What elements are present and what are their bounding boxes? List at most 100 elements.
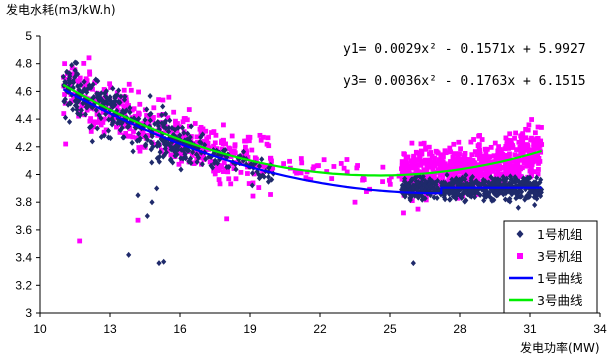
scatter-point	[506, 180, 513, 187]
scatter-point	[424, 174, 429, 180]
scatter-point	[149, 159, 155, 166]
scatter-point	[252, 155, 258, 161]
scatter-point	[189, 153, 195, 158]
scatter-point	[172, 152, 178, 159]
scatter-point	[508, 144, 514, 150]
scatter-point	[409, 164, 415, 169]
scatter-point	[62, 61, 68, 67]
scatter-point	[488, 177, 494, 183]
scatter-point	[299, 160, 305, 166]
scatter-point	[69, 98, 74, 104]
scatter-point	[503, 166, 509, 172]
scatter-point	[426, 161, 432, 167]
scatter-point	[179, 124, 186, 131]
scatter-point	[62, 78, 68, 85]
scatter-point	[179, 158, 184, 164]
scatter-point	[505, 153, 511, 158]
scatter-point	[437, 164, 443, 170]
scatter-point	[231, 148, 237, 154]
scatter-point	[269, 168, 274, 174]
scatter-point	[402, 175, 408, 182]
scatter-point	[401, 210, 406, 216]
scatter-point	[161, 152, 167, 159]
scatter-point	[405, 174, 411, 180]
scatter-point	[415, 157, 421, 163]
scatter-point	[496, 163, 502, 169]
scatter-point	[526, 122, 532, 128]
scatter-point	[419, 158, 425, 164]
scatter-point	[448, 159, 453, 164]
scatter-point	[498, 148, 504, 154]
scatter-point	[159, 120, 165, 127]
scatter-point	[171, 109, 177, 115]
scatter-point	[298, 156, 304, 161]
scatter-point	[134, 135, 140, 141]
scatter-point	[88, 116, 94, 121]
scatter-point	[430, 166, 436, 172]
scatter-point	[160, 137, 166, 144]
scatter-point	[82, 111, 88, 118]
scatter-point	[67, 70, 73, 77]
scatter-point	[457, 163, 463, 168]
scatter-point	[130, 148, 136, 155]
scatter-point	[423, 146, 429, 152]
scatter-point	[422, 158, 428, 164]
scatter-point	[407, 178, 414, 185]
scatter-point	[519, 136, 524, 142]
scatter-point	[436, 188, 443, 195]
scatter-point	[88, 123, 95, 130]
scatter-point	[128, 87, 134, 93]
scatter-point	[471, 137, 476, 142]
scatter-point	[512, 152, 518, 158]
scatter-point	[102, 116, 107, 122]
scatter-point	[418, 148, 424, 154]
scatter-point	[497, 158, 502, 164]
scatter-point	[178, 166, 184, 173]
equation-y3: y3= 0.0036x² - 0.1763x + 6.1515	[343, 74, 586, 89]
scatter-point	[87, 118, 93, 124]
scatter-point	[485, 176, 491, 182]
scatter-point	[63, 76, 69, 82]
scatter-point	[246, 181, 252, 186]
scatter-point	[446, 178, 452, 183]
scatter-point	[443, 189, 449, 196]
scatter-point	[437, 173, 443, 178]
scatter-point	[177, 132, 183, 139]
scatter-point	[450, 178, 456, 185]
scatter-point	[516, 139, 522, 145]
scatter-point	[135, 192, 141, 199]
scatter-point	[514, 163, 519, 169]
scatter-point	[212, 140, 218, 146]
scatter-point	[511, 159, 517, 164]
scatter-point	[110, 99, 117, 106]
scatter-point	[165, 128, 172, 135]
scatter-point	[417, 169, 423, 175]
scatter-point	[163, 125, 169, 132]
scatter-point	[109, 116, 115, 123]
scatter-point	[238, 169, 244, 175]
scatter-point	[489, 187, 495, 194]
scatter-point	[518, 193, 525, 200]
scatter-point	[418, 141, 424, 147]
scatter-point	[467, 157, 473, 162]
scatter-point	[440, 159, 446, 165]
scatter-point	[321, 157, 327, 163]
scatter-point	[144, 106, 150, 113]
scatter-point	[522, 146, 528, 152]
scatter-point	[402, 192, 408, 199]
scatter-point	[187, 134, 193, 141]
scatter-point	[516, 169, 522, 175]
scatter-point	[475, 167, 480, 173]
scatter-point	[419, 196, 425, 203]
scatter-point	[535, 124, 541, 130]
scatter-point	[268, 155, 274, 161]
scatter-point	[101, 87, 107, 92]
scatter-point	[495, 148, 501, 154]
y-tick-label: 3.2	[15, 278, 32, 292]
scatter-point	[514, 177, 520, 184]
scatter-point	[107, 112, 113, 118]
y-tick-label: 3.8	[15, 195, 32, 209]
scatter-point	[93, 107, 99, 114]
scatter-point	[531, 145, 537, 150]
scatter-point	[249, 147, 255, 153]
